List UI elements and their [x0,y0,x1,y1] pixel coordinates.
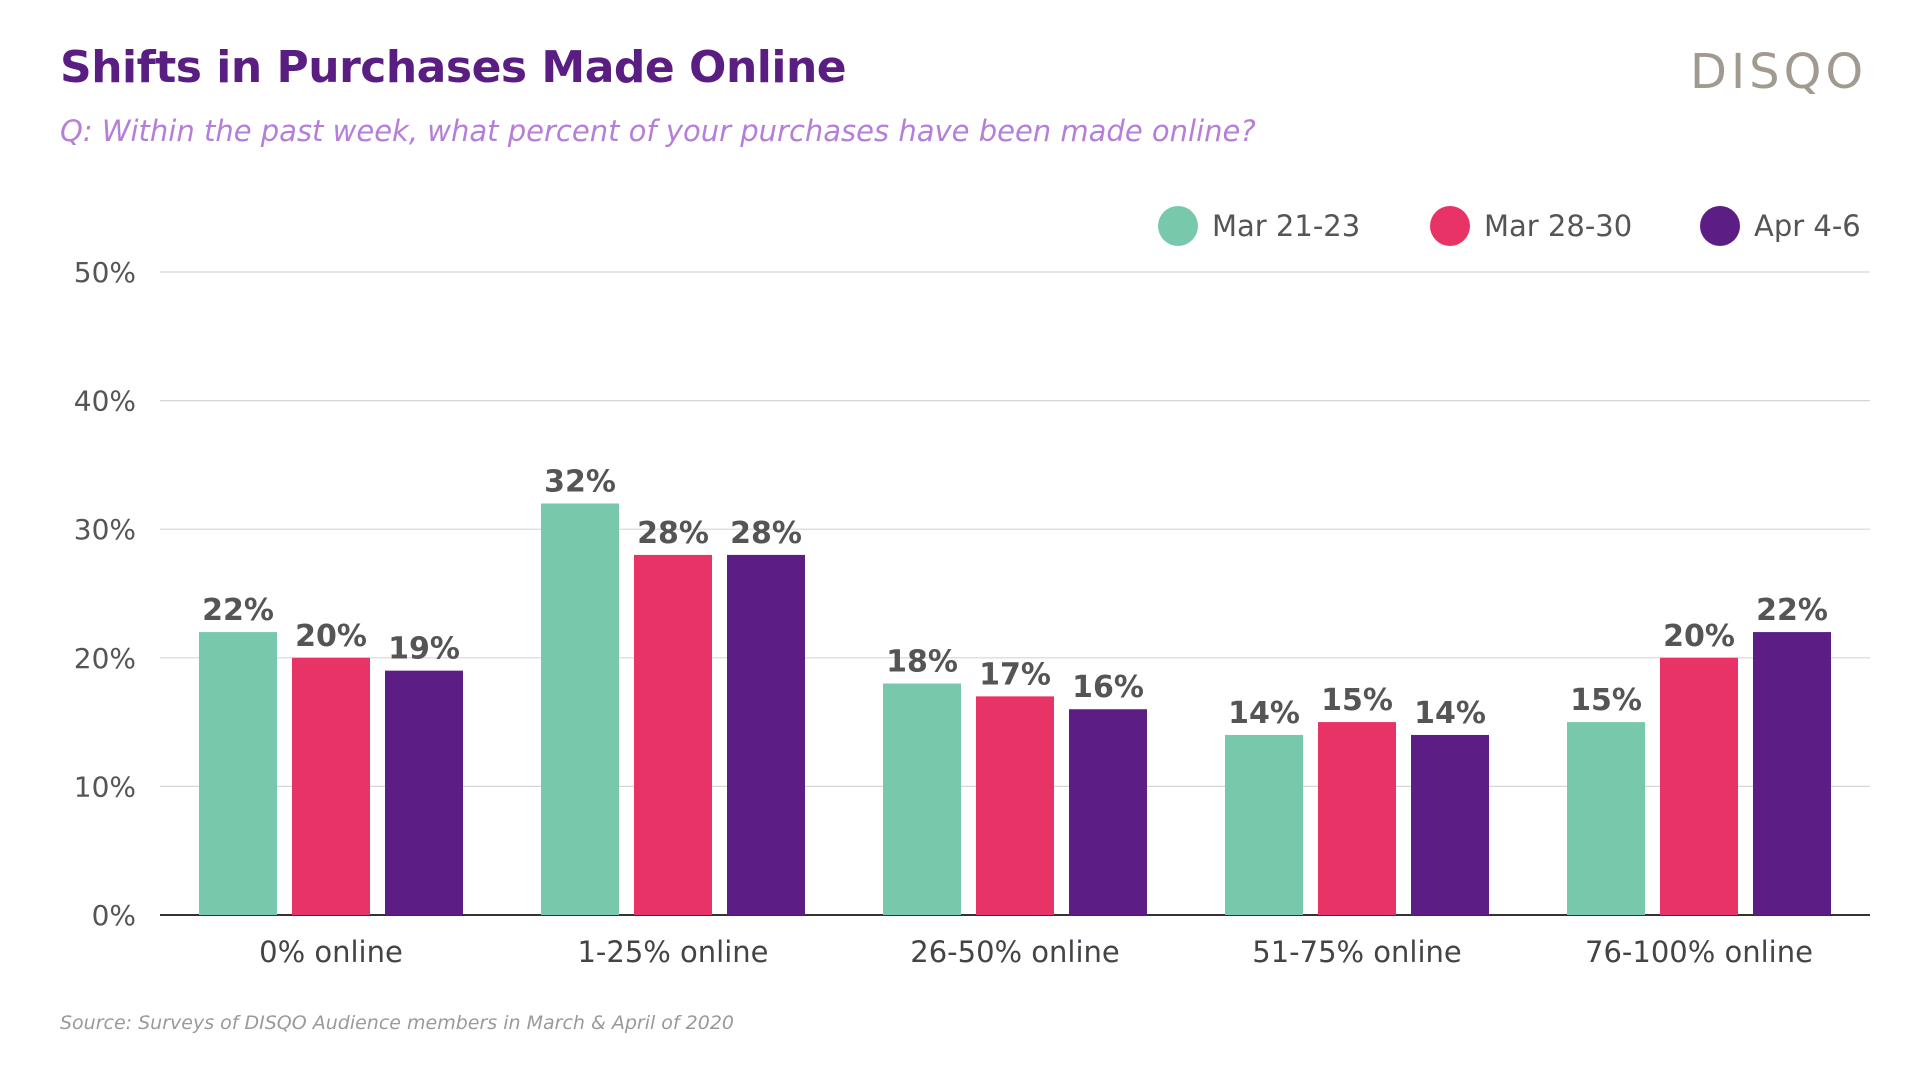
legend-swatch [1430,206,1470,246]
chart-title: Shifts in Purchases Made Online [60,42,847,93]
y-tick-label: 40% [74,385,136,418]
x-axis-ticks: 0% online 1-25% online 26-50% online 51-75%… [259,935,1813,969]
bar [541,503,619,915]
x-tick-label: 1-25% online [577,935,768,969]
data-label: 20% [1663,619,1735,654]
bars [199,503,1831,915]
bar [1660,657,1738,915]
disqo-logo: DISQO [1690,44,1867,100]
legend-swatch [1700,206,1740,246]
data-labels: 22% 20% 19% 32% 28% 28% 18% 17% 16% 14% 15% 14% 15% 2… [202,464,1828,730]
data-label: 32% [544,464,616,499]
data-label: 22% [1756,593,1828,628]
data-label: 20% [295,619,367,654]
x-tick-label: 76-100% online [1585,935,1813,969]
bar [1225,734,1303,915]
x-tick-label: 26-50% online [910,935,1120,969]
legend-label: Mar 28-30 [1484,209,1632,243]
legend-swatch [1158,206,1198,246]
bar [727,554,805,915]
bar [976,696,1054,915]
bar [385,670,463,915]
bar [1753,632,1831,915]
y-tick-label: 30% [74,513,136,546]
x-tick-label: 0% online [259,935,403,969]
data-label: 14% [1414,696,1486,731]
bar [292,657,370,915]
legend-label: Mar 21-23 [1212,209,1360,243]
bar [1318,722,1396,915]
legend-label: Apr 4-6 [1754,209,1861,243]
data-label: 16% [1072,670,1144,705]
data-label: 15% [1570,683,1642,718]
data-label: 19% [388,632,460,667]
data-label: 17% [979,657,1051,692]
data-label: 14% [1228,696,1300,731]
y-tick-label: 0% [92,899,136,932]
legend: Mar 21-23 Mar 28-30 Apr 4-6 [1158,206,1861,246]
data-label: 22% [202,593,274,628]
y-tick-label: 50% [74,256,136,289]
bar [199,632,277,915]
bar [1411,734,1489,915]
data-label: 18% [886,645,958,680]
chart-subtitle: Q: Within the past week, what percent of… [60,114,1256,148]
data-label: 15% [1321,683,1393,718]
y-axis-ticks: 0% 10% 20% 30% 40% 50% [74,256,136,932]
bar [1567,722,1645,915]
y-tick-label: 20% [74,642,136,675]
bar [1069,709,1147,915]
bar [883,683,961,915]
bar [634,554,712,915]
y-tick-label: 10% [74,770,136,803]
x-tick-label: 51-75% online [1252,935,1462,969]
source-note: Source: Surveys of DISQO Audience member… [60,1012,734,1034]
data-label: 28% [730,516,802,551]
data-label: 28% [637,516,709,551]
disqo-logo-text: DISQO [1690,44,1867,100]
